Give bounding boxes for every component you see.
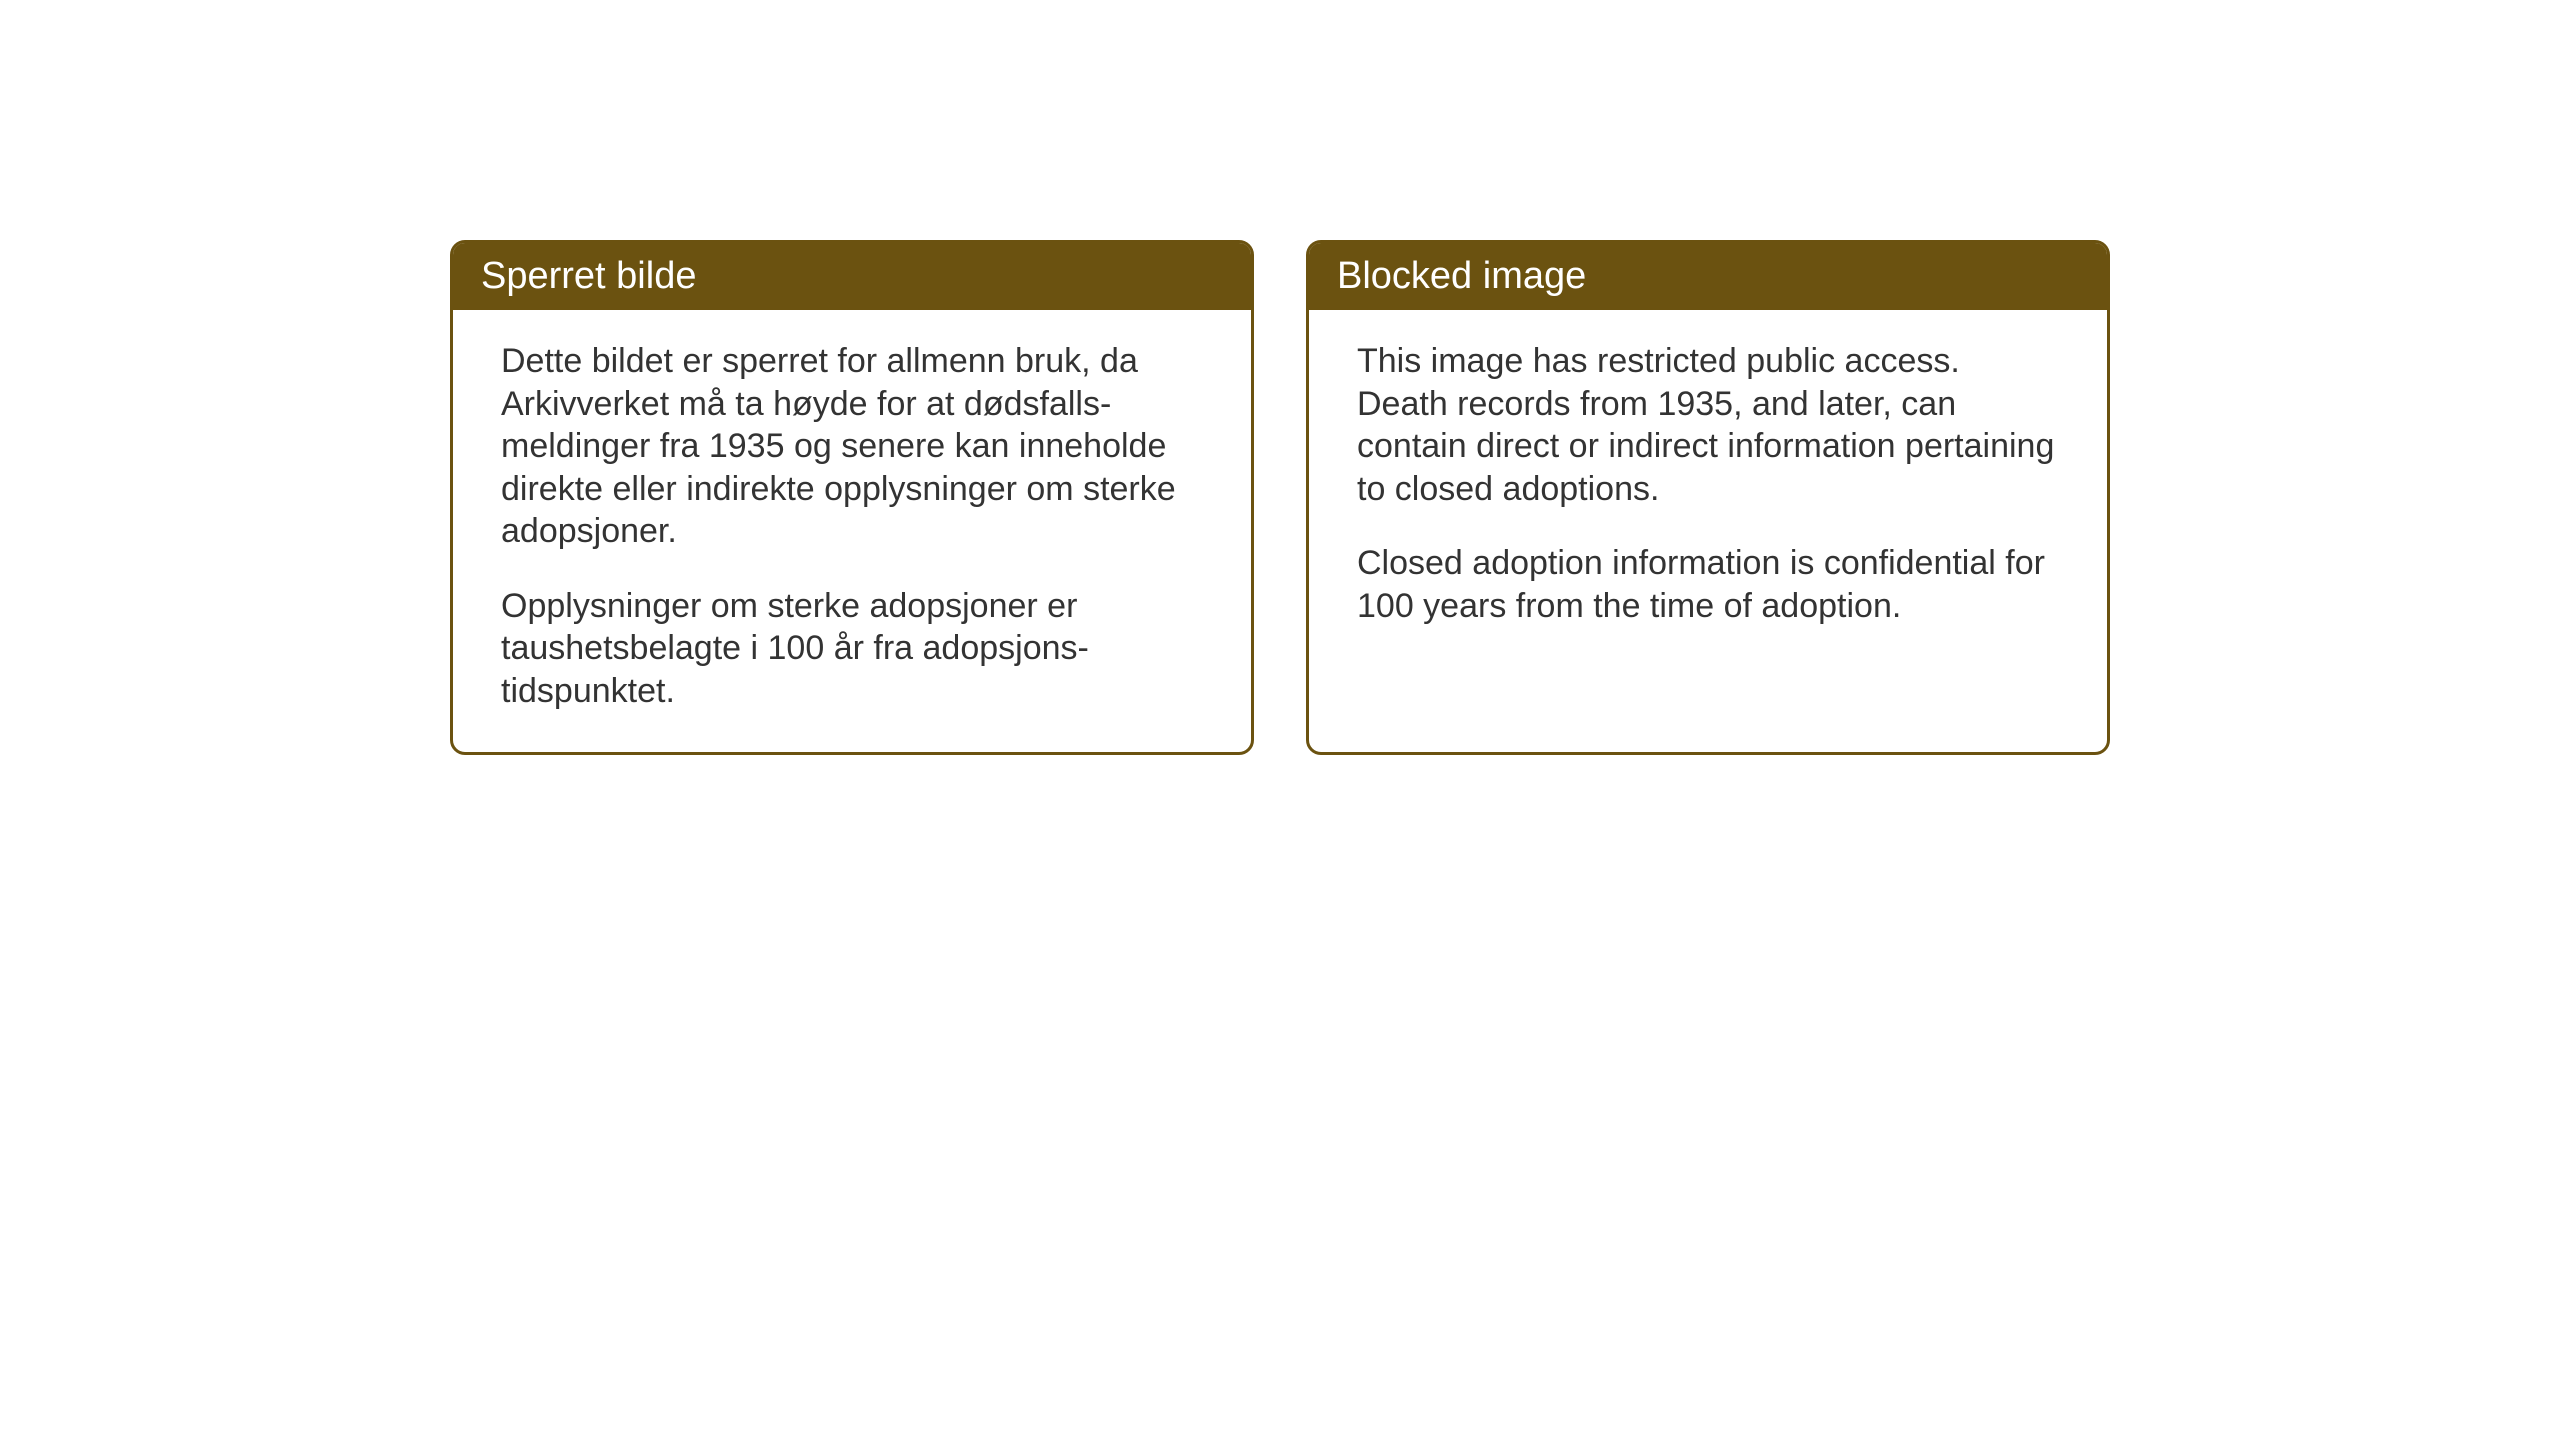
norwegian-paragraph-1: Dette bildet er sperret for allmenn bruk…: [501, 340, 1203, 553]
norwegian-card-body: Dette bildet er sperret for allmenn bruk…: [453, 310, 1251, 752]
norwegian-paragraph-2: Opplysninger om sterke adopsjoner er tau…: [501, 585, 1203, 713]
english-card: Blocked image This image has restricted …: [1306, 240, 2110, 755]
norwegian-card-title: Sperret bilde: [453, 243, 1251, 310]
english-paragraph-1: This image has restricted public access.…: [1357, 340, 2059, 510]
english-card-body: This image has restricted public access.…: [1309, 310, 2107, 667]
english-paragraph-2: Closed adoption information is confident…: [1357, 542, 2059, 627]
english-card-title: Blocked image: [1309, 243, 2107, 310]
norwegian-card: Sperret bilde Dette bildet er sperret fo…: [450, 240, 1254, 755]
cards-container: Sperret bilde Dette bildet er sperret fo…: [450, 240, 2110, 755]
